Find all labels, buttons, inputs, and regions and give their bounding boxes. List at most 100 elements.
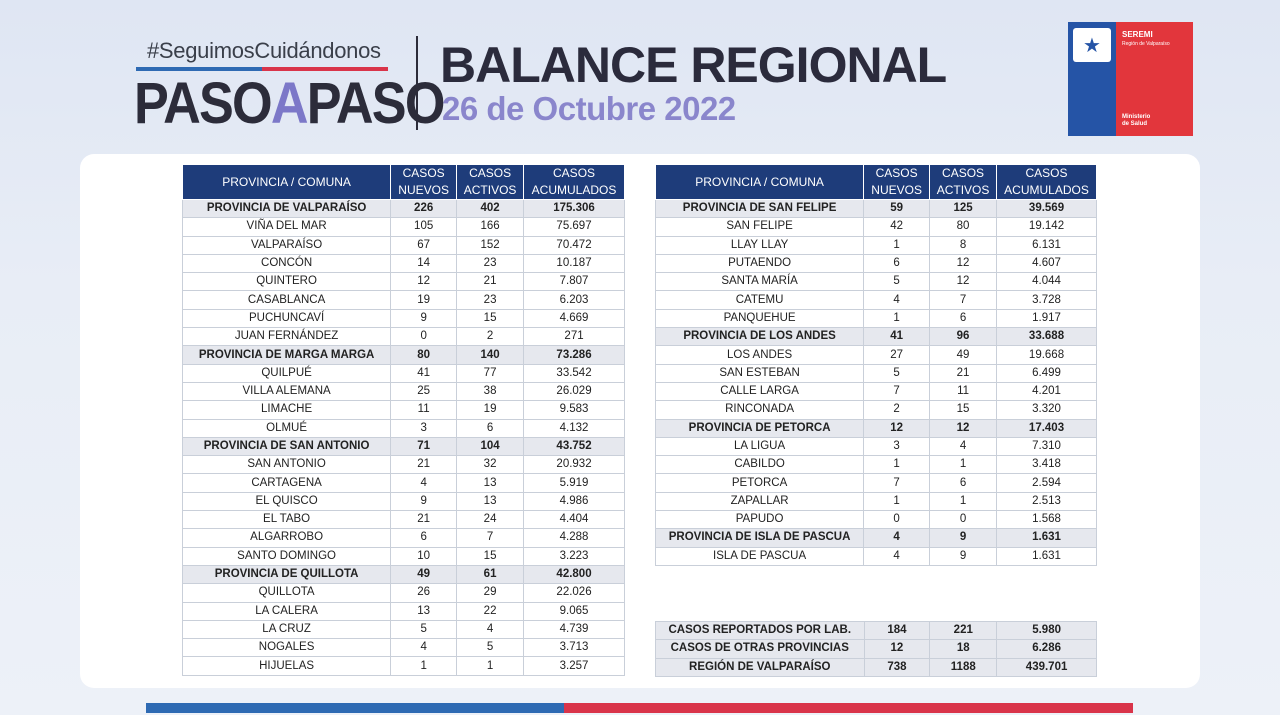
cell-name: QUILLOTA <box>181 583 392 603</box>
col-acum-line2: ACUMULADOS <box>531 183 617 197</box>
table-row: OLMUÉ 3 6 4.132 <box>181 418 625 438</box>
table-row: NOGALES 4 5 3.713 <box>181 638 625 658</box>
col-acum-line2: ACUMULADOS <box>1004 183 1089 197</box>
cell-activos: 12 <box>929 272 998 292</box>
cell-nuevos: 5 <box>390 619 458 640</box>
cell-activos: 13 <box>456 473 525 493</box>
cell-activos: 125 <box>929 198 998 219</box>
cell-activos: 4 <box>929 436 998 457</box>
province-row: PROVINCIA DE SAN ANTONIO 71 104 43.752 <box>181 436 625 457</box>
hashtag-underline <box>136 67 388 71</box>
cell-nuevos: 26 <box>390 583 458 603</box>
cell-name: PROVINCIA DE ISLA DE PASCUA <box>654 528 865 548</box>
cell-acumulados: 17.403 <box>996 418 1097 438</box>
cell-acumulados: 75.697 <box>523 217 625 237</box>
cell-nuevos: 1 <box>863 491 931 512</box>
cell-name: PANQUEHUE <box>654 308 865 329</box>
cell-acumulados: 7.310 <box>996 436 1097 457</box>
coat-of-arms-icon: ★ <box>1073 28 1111 62</box>
cell-name: SAN ESTEBAN <box>654 363 865 383</box>
cell-name: PROVINCIA DE LOS ANDES <box>654 327 865 347</box>
cell-activos: 96 <box>929 327 998 347</box>
table-row: QUILLOTA 26 29 22.026 <box>181 583 625 603</box>
cell-acumulados: 73.286 <box>523 345 625 365</box>
cell-acumulados: 271 <box>523 327 625 347</box>
cell-activos: 104 <box>456 436 525 457</box>
seremi-logo: ★ SEREMI Región de Valparaíso Ministerio… <box>1068 22 1193 136</box>
cell-acumulados: 43.752 <box>523 436 625 457</box>
table-row: SANTA MARÍA 5 12 4.044 <box>654 272 1097 292</box>
cell-nuevos: 0 <box>390 327 458 347</box>
cell-activos: 1 <box>929 491 998 512</box>
table-row: ZAPALLAR 1 1 2.513 <box>654 491 1097 512</box>
cell-nuevos: 6 <box>863 253 931 274</box>
cell-activos: 15 <box>929 400 998 420</box>
cell-activos: 6 <box>929 308 998 329</box>
cell-name: LA CALERA <box>181 601 392 621</box>
cell-name: PROVINCIA DE SAN ANTONIO <box>181 436 392 457</box>
footer-bar-red <box>564 703 1133 713</box>
logo-ministerio: Ministerio de Salud <box>1122 114 1150 128</box>
cell-nuevos: 3 <box>863 436 931 457</box>
cell-name: VILLA ALEMANA <box>181 381 392 402</box>
cell-acumulados: 3.223 <box>523 546 625 566</box>
cell-activos: 152 <box>456 235 525 255</box>
cell-acumulados: 3.257 <box>523 656 625 676</box>
cell-acumulados: 3.713 <box>523 638 625 658</box>
table-row: RINCONADA 2 15 3.320 <box>654 400 1097 420</box>
cell-nuevos: 4 <box>390 638 458 658</box>
cell-name: REGIÓN DE VALPARAÍSO <box>655 657 865 677</box>
cell-name: CASABLANCA <box>181 290 392 310</box>
table-row: CONCÓN 14 23 10.187 <box>181 253 625 274</box>
cell-name: NOGALES <box>181 638 392 658</box>
table-row: ISLA DE PASCUA 4 9 1.631 <box>654 546 1097 566</box>
table-row: LA CRUZ 5 4 4.739 <box>181 619 625 640</box>
cell-activos: 9 <box>929 528 998 548</box>
cell-nuevos: 59 <box>863 198 931 219</box>
summary-table: CASOS REPORTADOS POR LAB. 184 221 5.980 CASO… <box>655 620 1097 677</box>
province-row: PROVINCIA DE PETORCA 12 12 17.403 <box>654 418 1097 438</box>
logo-seremi: SEREMI <box>1122 30 1153 39</box>
cell-activos: 22 <box>456 601 525 621</box>
cell-name: LOS ANDES <box>654 345 865 365</box>
logo-blue-panel: ★ <box>1068 22 1116 136</box>
paso-mid: A <box>270 71 309 136</box>
cell-acumulados: 4.607 <box>996 253 1097 274</box>
cell-activos: 15 <box>456 308 525 329</box>
col-activos-line1: CASOS <box>942 166 985 180</box>
cell-activos: 221 <box>929 620 998 641</box>
cell-name: EL QUISCO <box>181 491 392 512</box>
right-table-body: PROVINCIA DE SAN FELIPE 59 125 39.569 SAN FE… <box>654 198 1097 566</box>
cell-activos: 6 <box>929 473 998 493</box>
cell-nuevos: 14 <box>390 253 458 274</box>
cell-acumulados: 33.542 <box>523 363 625 383</box>
province-row: PROVINCIA DE ISLA DE PASCUA 4 9 1.631 <box>654 528 1097 548</box>
page-title: BALANCE REGIONAL <box>440 37 947 93</box>
table-row: ALGARROBO 6 7 4.288 <box>181 528 625 548</box>
paso-left: PASO <box>134 71 273 136</box>
cell-activos: 11 <box>929 381 998 402</box>
cell-acumulados: 26.029 <box>523 381 625 402</box>
cell-acumulados: 3.320 <box>996 400 1097 420</box>
col-nuevos: CASOS NUEVOS <box>390 164 458 200</box>
cell-nuevos: 9 <box>390 491 458 512</box>
cell-nuevos: 4 <box>863 290 931 310</box>
table-row: EL TABO 21 24 4.404 <box>181 510 625 530</box>
table-row: PETORCA 7 6 2.594 <box>654 473 1097 493</box>
cell-activos: 15 <box>456 546 525 566</box>
paso-right: PASO <box>306 71 446 136</box>
left-table: PROVINCIA / COMUNA CASOS NUEVOS CASOS ACTI… <box>181 164 625 676</box>
cell-name: LA CRUZ <box>181 619 392 640</box>
cell-activos: 13 <box>456 491 525 512</box>
cell-activos: 19 <box>456 400 525 420</box>
cell-nuevos: 1 <box>863 455 931 475</box>
cell-nuevos: 21 <box>390 455 458 475</box>
table-header-row: PROVINCIA / COMUNA CASOS NUEVOS CASOS ACTI… <box>181 164 625 200</box>
province-row: PROVINCIA DE LOS ANDES 41 96 33.688 <box>654 327 1097 347</box>
cell-acumulados: 20.932 <box>523 455 625 475</box>
cell-activos: 23 <box>456 290 525 310</box>
cell-acumulados: 4.044 <box>996 272 1097 292</box>
footer-bar-blue <box>146 703 564 713</box>
cell-name: CONCÓN <box>181 253 392 274</box>
cell-nuevos: 67 <box>390 235 458 255</box>
